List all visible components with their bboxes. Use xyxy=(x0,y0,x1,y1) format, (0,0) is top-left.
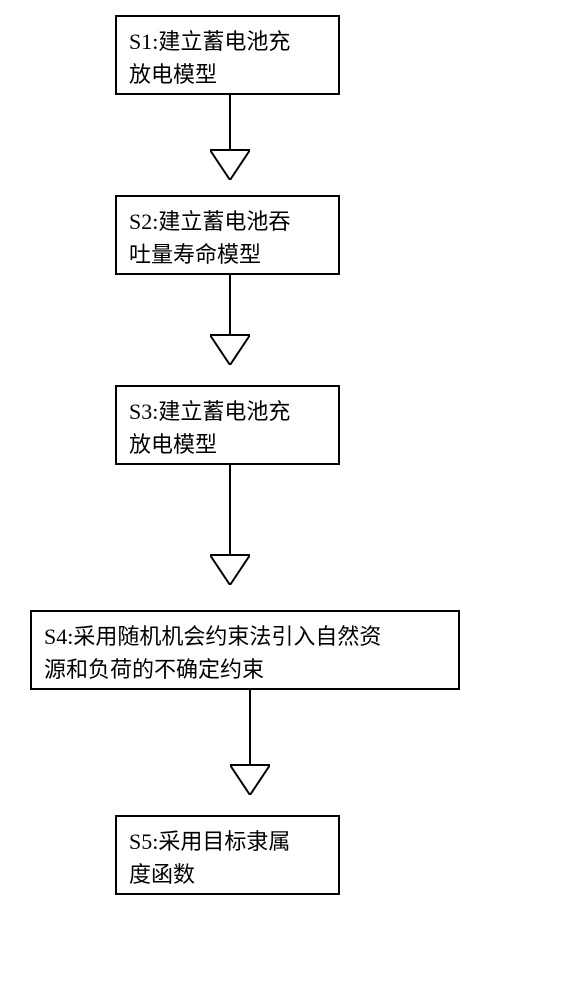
node-label-line2: 放电模型 xyxy=(129,58,326,91)
arrow-icon xyxy=(210,95,250,180)
node-label-line1: S2:建立蓄电池吞 xyxy=(129,205,326,238)
node-label-line2: 吐量寿命模型 xyxy=(129,238,326,271)
node-label-line1: S1:建立蓄电池充 xyxy=(129,25,326,58)
flowchart-node-s5: S5:采用目标隶属度函数 xyxy=(115,815,340,895)
node-label-line2: 放电模型 xyxy=(129,428,326,461)
node-label-line2: 度函数 xyxy=(129,858,326,891)
flowchart-node-s3: S3:建立蓄电池充放电模型 xyxy=(115,385,340,465)
flowchart-arrow-s2-s3 xyxy=(210,275,250,365)
flowchart-node-s2: S2:建立蓄电池吞吐量寿命模型 xyxy=(115,195,340,275)
flowchart-arrow-s3-s4 xyxy=(210,465,250,585)
flowchart-node-s4: S4:采用随机机会约束法引入自然资源和负荷的不确定约束 xyxy=(30,610,460,690)
flowchart-arrow-s4-s5 xyxy=(230,690,270,795)
arrow-icon xyxy=(210,465,250,585)
flowchart-arrow-s1-s2 xyxy=(210,95,250,180)
arrow-icon xyxy=(230,690,270,795)
node-label-line1: S3:建立蓄电池充 xyxy=(129,395,326,428)
node-label-line1: S5:采用目标隶属 xyxy=(129,825,326,858)
node-label-line2: 源和负荷的不确定约束 xyxy=(44,653,446,686)
node-label-line1: S4:采用随机机会约束法引入自然资 xyxy=(44,620,446,653)
arrow-icon xyxy=(210,275,250,365)
flowchart-node-s1: S1:建立蓄电池充放电模型 xyxy=(115,15,340,95)
